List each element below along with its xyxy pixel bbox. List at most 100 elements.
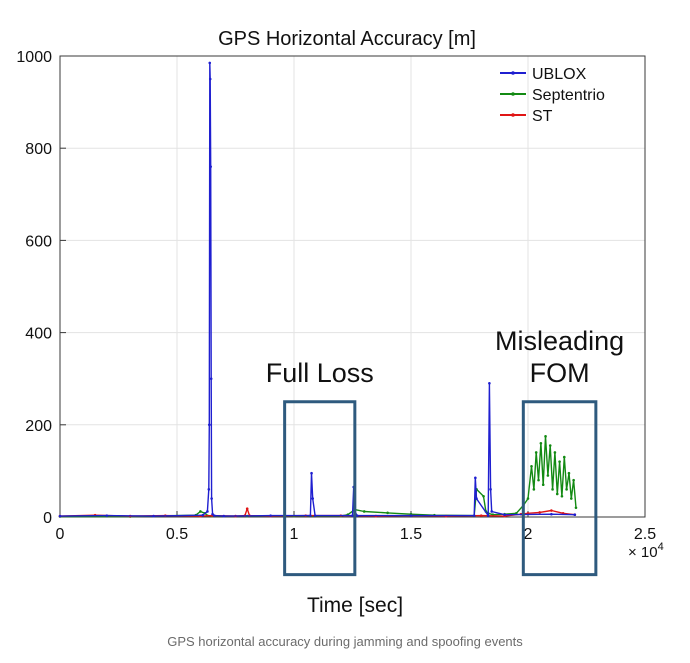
data-point-septentrio [562, 455, 566, 459]
data-point-septentrio [386, 511, 389, 515]
y-tick-label: 0 [43, 510, 52, 527]
data-point-ublox [550, 512, 553, 516]
annotation-label: Full Loss [266, 358, 374, 388]
data-point-ublox [105, 514, 109, 517]
data-point-septentrio [553, 451, 557, 454]
data-point-septentrio [482, 494, 485, 498]
x-tick-label: 2.5 [634, 526, 656, 543]
x-tick-label: 2 [524, 526, 533, 543]
data-point-st [245, 507, 249, 511]
data-point-ublox [206, 510, 209, 513]
data-point-ublox [152, 514, 155, 518]
data-point-ublox [486, 514, 490, 517]
data-point-ublox [355, 514, 359, 517]
data-point-ublox [207, 488, 211, 491]
data-point-septentrio [539, 441, 543, 445]
data-point-septentrio [532, 488, 536, 491]
legend: UBLOX Septentrio ST [500, 66, 605, 125]
data-point-ublox [58, 514, 62, 518]
data-point-septentrio [526, 497, 530, 500]
data-point-septentrio [569, 497, 573, 500]
x-tick-label: 0 [56, 526, 65, 543]
data-point-septentrio [567, 471, 571, 475]
data-point-ublox [475, 497, 478, 500]
data-point-ublox [209, 377, 213, 381]
y-tick-label: 600 [25, 233, 52, 250]
data-point-septentrio [362, 510, 366, 513]
x-axis-multiplier: × 104 [628, 541, 664, 561]
annotation-box [283, 400, 357, 577]
data-point-septentrio [546, 474, 550, 477]
data-point-ublox [222, 514, 226, 518]
annotation-label: FOM [530, 358, 590, 388]
x-tick-label: 1 [290, 526, 299, 543]
data-point-septentrio [548, 444, 552, 447]
chart-title: GPS Horizontal Accuracy [m] [218, 28, 476, 50]
y-tick-label: 800 [25, 141, 52, 158]
y-tick-label: 400 [25, 326, 52, 343]
data-point-septentrio [530, 464, 533, 468]
axis-ticks: 0 0.5 1 1.5 2 2.5 0 200 400 600 800 1000 [16, 49, 656, 543]
legend-marker [511, 113, 515, 117]
grid [60, 56, 645, 517]
data-point-septentrio [555, 492, 559, 496]
series-line-septentrio [60, 435, 577, 518]
data-point-st [538, 511, 541, 514]
x-multiplier-exponent: 4 [658, 541, 664, 553]
legend-label: UBLOX [532, 66, 587, 83]
data-point-ublox [489, 488, 492, 491]
data-point-septentrio [544, 435, 547, 438]
figure-caption: GPS horizontal accuracy during jamming a… [167, 634, 523, 649]
x-tick-label: 0.5 [166, 526, 188, 543]
legend-marker [511, 71, 515, 75]
data-point-st [550, 509, 553, 512]
data-point-ublox [211, 512, 214, 516]
data-point-ublox [474, 476, 477, 480]
data-point-septentrio [560, 494, 564, 498]
data-point-ublox [351, 514, 354, 517]
data-point-ublox [207, 423, 211, 427]
data-point-septentrio [541, 483, 545, 487]
series-lines [58, 61, 578, 518]
series-line-ublox [59, 62, 575, 517]
data-point-ublox [213, 514, 216, 517]
data-point-ublox [573, 513, 577, 516]
data-point-ublox [311, 497, 315, 500]
data-point-ublox [490, 510, 494, 513]
annotation-box [521, 400, 598, 577]
data-point-ublox [309, 514, 312, 517]
data-point-ublox [208, 77, 212, 81]
data-point-ublox [472, 514, 476, 517]
data-point-septentrio [537, 478, 540, 482]
data-point-septentrio [572, 478, 575, 482]
data-point-septentrio [574, 506, 578, 510]
data-point-ublox [310, 471, 313, 475]
data-point-ublox [503, 513, 506, 516]
data-point-ublox [209, 165, 212, 168]
data-point-ublox [488, 382, 491, 385]
x-axis-label: Time [sec] [307, 594, 403, 617]
data-point-st [479, 514, 483, 517]
y-tick-label: 1000 [16, 49, 52, 66]
x-tick-label: 1.5 [400, 526, 422, 543]
data-point-septentrio [565, 488, 568, 491]
data-point-ublox [269, 514, 272, 517]
data-point-ublox [210, 497, 213, 500]
y-tick-label: 200 [25, 418, 52, 435]
data-point-ublox [201, 513, 205, 517]
annotation-label: Misleading [495, 326, 624, 356]
data-point-septentrio [199, 510, 202, 513]
data-point-ublox [409, 514, 413, 517]
data-point-septentrio [551, 488, 554, 491]
data-point-ublox [208, 61, 212, 65]
legend-marker [511, 92, 515, 96]
x-multiplier-base: × 10 [628, 544, 658, 561]
legend-label: ST [532, 108, 553, 125]
data-point-septentrio [558, 460, 561, 463]
legend-label: Septentrio [532, 87, 605, 104]
data-point-ublox [313, 514, 317, 517]
data-point-septentrio [534, 451, 538, 454]
plot-area [59, 55, 646, 518]
